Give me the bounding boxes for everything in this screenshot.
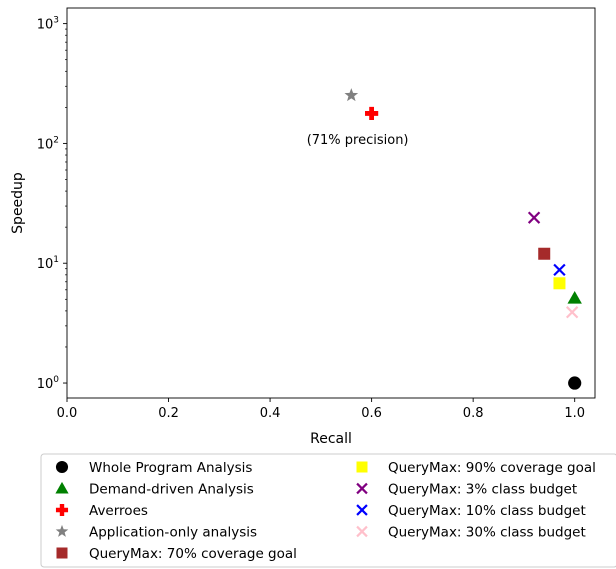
data-point-series-7 [527,211,541,224]
legend-label: Application-only analysis [89,525,257,541]
x-tick-label: 0.8 [463,406,484,421]
x-axis-ticks: 0.0 0.2 0.4 0.6 0.8 1.0 [57,398,585,421]
legend-marker [55,481,69,494]
legend-label: QueryMax: 70% coverage goal [89,546,297,562]
y-tick-exponent: 2 [53,135,59,145]
legend-label: QueryMax: 30% class budget [388,525,586,541]
data-point-series-6 [553,277,566,290]
legend-marker [356,461,368,473]
x-axis-label: Recall [310,431,352,447]
legend-marker [55,524,69,537]
data-point-series-9 [565,306,579,319]
y-tick-base: 10 [37,137,54,152]
data-point-series-5 [538,247,551,260]
y-tick-label: 102 [37,135,59,152]
y-tick-exponent: 1 [53,255,59,265]
legend-marker [55,460,69,474]
legend-label: Whole Program Analysis [89,460,252,476]
x-tick-label: 0.6 [361,406,382,421]
x-tick-label: 1.0 [564,406,585,421]
legend-marker [56,547,68,559]
legend-label: Averroes [89,503,148,519]
y-tick-exponent: 3 [53,16,59,26]
y-tick-base: 10 [37,377,54,392]
data-point-series-3 [365,106,379,121]
legend-label: QueryMax: 10% class budget [388,503,586,519]
y-tick-label: 103 [37,16,59,33]
legend-label: Demand-driven Analysis [89,482,254,498]
y-tick-label: 101 [37,255,59,272]
y-tick-label: 100 [37,375,60,392]
data-point-series-2 [567,291,582,304]
y-tick-base: 10 [37,18,54,33]
data-point-series-1 [568,376,582,390]
legend-label: QueryMax: 90% coverage goal [388,460,596,476]
x-tick-label: 0.4 [260,406,281,421]
legend-box [40,453,616,568]
y-tick-exponent: 0 [53,375,59,385]
legend: Whole Program Analysis Demand-driven Anal… [40,453,616,568]
y-tick-base: 10 [37,257,54,272]
plot-area [66,7,596,399]
legend-marker [356,525,368,538]
data-point-series-4 [344,88,359,102]
data-points [344,88,582,390]
y-axis-label: Speedup [10,172,26,234]
annotation-text: (71% precision) [307,133,409,148]
legend-label: QueryMax: 3% class budget [388,482,577,498]
data-point-series-8 [553,263,566,277]
legend-marker [356,482,368,495]
x-tick-label: 0.0 [57,406,78,421]
x-tick-label: 0.2 [158,406,179,421]
annotations: (71% precision) [307,133,409,148]
legend-marker [55,503,69,517]
legend-marker [356,504,368,516]
